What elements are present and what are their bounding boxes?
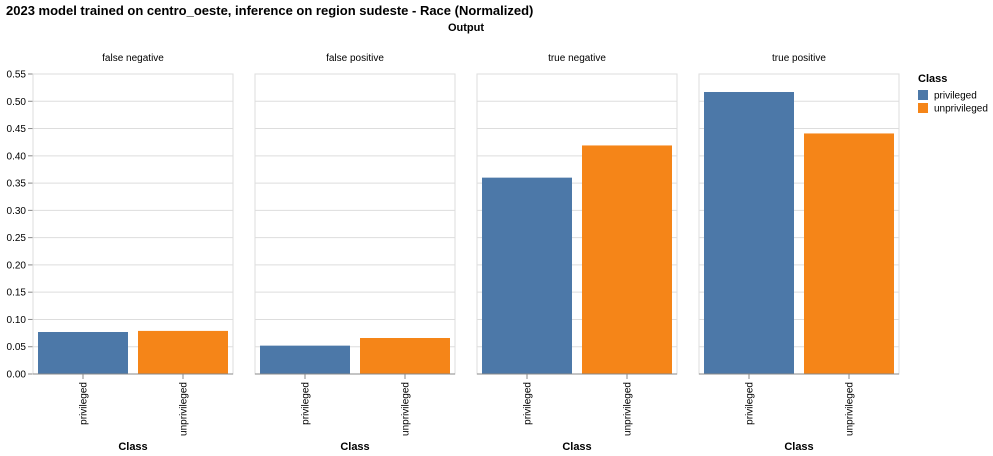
x-tick-label: unprivileged <box>623 382 634 436</box>
y-tick-label: 0.15 <box>7 288 27 299</box>
y-tick-label: 0.05 <box>7 342 27 353</box>
facet-false-positive: false positive privileged unprivileged Clas… <box>254 53 456 453</box>
bar-unprivileged <box>582 145 672 374</box>
bar-unprivileged <box>360 338 450 374</box>
bar-unprivileged <box>804 133 894 374</box>
facet-frame <box>32 73 234 375</box>
column-title: Output <box>448 22 484 34</box>
y-axis: 0.00 0.05 0.10 0.15 0.20 0.25 0.30 0.35 0.40 0.45… <box>7 70 34 381</box>
facet-label: false positive <box>326 53 384 64</box>
x-tick-label: unprivileged <box>401 382 412 436</box>
y-tick-label: 0.35 <box>7 179 27 190</box>
bar-privileged <box>704 92 794 374</box>
x-tick-label: privileged <box>523 382 534 425</box>
chart-title: 2023 model trained on centro_oeste, infe… <box>6 3 533 18</box>
legend-title: Class <box>918 73 947 85</box>
x-axis-title: Class <box>562 441 591 453</box>
legend-swatch-unprivileged <box>918 103 928 113</box>
facet-false-negative: false negative privileged unprivileged Clas… <box>32 53 234 453</box>
facet-true-positive: true positive privileged unprivileged Class <box>698 53 900 453</box>
bar-privileged <box>482 177 572 374</box>
bar-privileged <box>260 345 350 374</box>
x-axis-title: Class <box>118 441 147 453</box>
y-tick-label: 0.50 <box>7 97 27 108</box>
x-axis-title: Class <box>340 441 369 453</box>
legend-swatch-privileged <box>918 90 928 100</box>
facets: false negative privileged unprivileged Clas… <box>32 53 900 453</box>
facet-label: false negative <box>102 53 164 64</box>
legend: Class privileged unprivileged <box>918 73 988 115</box>
y-tick-label: 0.55 <box>7 70 27 81</box>
x-tick-label: privileged <box>301 382 312 425</box>
facet-label: true positive <box>772 53 826 64</box>
facet-true-negative: true negative privileged unprivileged Class <box>476 53 678 453</box>
y-tick-label: 0.10 <box>7 315 27 326</box>
x-axis-title: Class <box>784 441 813 453</box>
x-tick-label: unprivileged <box>179 382 190 436</box>
y-tick-label: 0.45 <box>7 124 27 135</box>
x-tick-label: privileged <box>745 382 756 425</box>
facet-label: true negative <box>548 53 606 64</box>
y-tick-label: 0.30 <box>7 206 27 217</box>
x-tick-label: unprivileged <box>845 382 856 436</box>
bar-privileged <box>38 332 128 374</box>
legend-label-privileged: privileged <box>934 91 977 102</box>
x-tick-label: privileged <box>79 382 90 425</box>
legend-label-unprivileged: unprivileged <box>934 104 988 115</box>
y-tick-label: 0.25 <box>7 233 27 244</box>
facet-frame <box>254 73 456 375</box>
y-tick-label: 0.40 <box>7 151 27 162</box>
y-tick-label: 0.20 <box>7 260 27 271</box>
bar-unprivileged <box>138 330 228 374</box>
y-tick-label: 0.00 <box>7 370 27 381</box>
